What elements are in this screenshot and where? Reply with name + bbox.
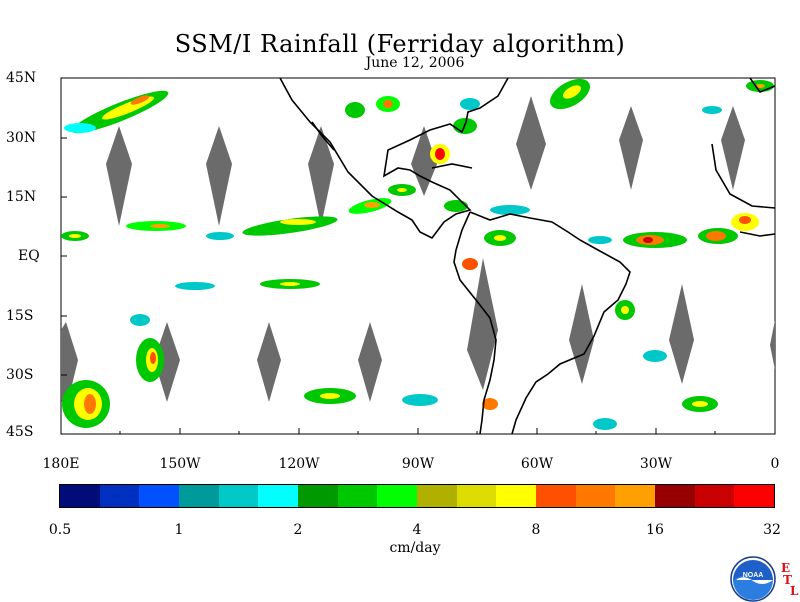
data-gap-swath xyxy=(61,322,78,410)
colorbar-tick-label: 1 xyxy=(174,522,184,538)
colorbar-tick-label: 16 xyxy=(646,522,664,538)
lon-label: 120W xyxy=(278,456,320,472)
coastline-north-america xyxy=(279,77,509,240)
data-gap-swath xyxy=(669,284,694,384)
coastline-baja xyxy=(311,121,335,151)
lat-label: EQ xyxy=(18,248,40,264)
etl-letter: T xyxy=(783,573,792,587)
lon-label: 30W xyxy=(639,456,673,472)
etl-letter: L xyxy=(790,584,799,598)
map-frame xyxy=(60,77,776,435)
data-gap-swath xyxy=(106,126,132,226)
colorbar-tick-label: 8 xyxy=(531,522,541,538)
data-gap-swath xyxy=(308,126,334,226)
noaa-logo: NOAA xyxy=(730,556,776,602)
colorbar-swatch xyxy=(298,485,338,507)
colorbar-swatch xyxy=(694,485,735,507)
lon-label: 0 xyxy=(770,456,780,472)
data-gap-swath xyxy=(257,322,281,402)
axis-ticks xyxy=(60,77,776,435)
colorbar-swatch xyxy=(655,485,695,507)
colorbar-tick-label: 4 xyxy=(412,522,422,538)
colorbar-swatch xyxy=(337,485,378,507)
lat-label: 15S xyxy=(6,308,34,324)
colorbar xyxy=(59,484,775,508)
coastline-south-america xyxy=(469,211,631,435)
coastlines xyxy=(279,77,776,435)
lat-label: 45N xyxy=(6,70,37,86)
coastline-cuba xyxy=(431,163,473,169)
data-gap-swath xyxy=(770,320,775,370)
colorbar-tick-label: 32 xyxy=(763,522,781,538)
data-gap-swath xyxy=(154,322,180,402)
lon-label: 150W xyxy=(159,456,201,472)
coastline-spain xyxy=(749,77,776,93)
data-gap-swath xyxy=(358,322,382,402)
colorbar-tick-label: 2 xyxy=(293,522,303,538)
colorbar-swatch xyxy=(417,485,457,507)
data-gap-swath xyxy=(411,126,437,196)
colorbar-swatch xyxy=(218,485,259,507)
lat-label: 30N xyxy=(6,130,37,146)
colorbar-swatch xyxy=(60,485,100,507)
colorbar-swatch xyxy=(496,485,537,507)
colorbar-tick-label: 0.5 xyxy=(48,522,72,538)
data-gap-swath xyxy=(569,284,594,384)
coastline-south-america-west xyxy=(453,211,497,435)
rain-cells xyxy=(61,78,774,430)
lon-label: 60W xyxy=(520,456,554,472)
coastline-gulf-guinea xyxy=(739,231,776,237)
colorbar-swatch xyxy=(615,485,656,507)
data-gap-swath xyxy=(516,96,546,190)
colorbar-swatch xyxy=(258,485,299,507)
lat-label: 45S xyxy=(6,424,34,440)
lat-label: 15N xyxy=(6,189,37,205)
map-subtitle: June 12, 2006 xyxy=(365,55,465,71)
lon-label: 180E xyxy=(42,456,80,472)
rainfall-map xyxy=(60,77,776,435)
colorbar-swatch xyxy=(734,485,775,507)
colorbar-swatch xyxy=(179,485,219,507)
lon-label: 90W xyxy=(401,456,435,472)
colorbar-swatch xyxy=(139,485,180,507)
colorbar-swatch xyxy=(377,485,418,507)
map-title: SSM/I Rainfall (Ferriday algorithm) xyxy=(174,30,626,58)
lat-label: 30S xyxy=(6,367,34,383)
data-gap-swath xyxy=(206,126,232,226)
colorbar-units: cm/day xyxy=(389,540,441,556)
colorbar-swatch xyxy=(456,485,497,507)
data-gap-swath xyxy=(467,258,498,390)
etl-letter: E xyxy=(781,561,791,575)
colorbar-swatch xyxy=(99,485,140,507)
noaa-logo-text: NOAA xyxy=(743,572,764,579)
data-gap-swath xyxy=(619,106,643,190)
data-gap-swaths xyxy=(61,96,775,410)
colorbar-swatch xyxy=(575,485,616,507)
coastline-africa xyxy=(711,143,776,209)
data-gap-swath xyxy=(721,106,745,190)
colorbar-swatch xyxy=(536,485,576,507)
